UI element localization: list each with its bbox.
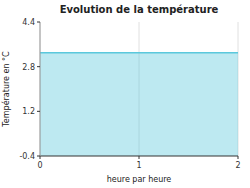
plot-area: [40, 53, 238, 156]
grid-line-x: [40, 22, 41, 156]
line: [40, 52, 238, 54]
y-tick-label: 4.4: [22, 18, 35, 27]
y-tick-label: 1.2: [22, 107, 35, 116]
chart: 0 1 2 -0.4 1.2 2.8 4.4 Evolution de la températ…: [0, 0, 250, 188]
y-tick: [37, 156, 40, 157]
y-tick-label: 2.8: [22, 63, 35, 72]
x-tick-label: 0: [37, 161, 42, 170]
x-tick-label: 2: [235, 161, 240, 170]
chart-container: 0 1 2 -0.4 1.2 2.8 4.4 Evolution de la températ…: [0, 0, 250, 188]
x-tick: [139, 156, 140, 159]
y-tick: [37, 111, 40, 112]
title: Evolution de la température: [60, 4, 219, 15]
area: [40, 53, 238, 156]
y-axis-label: Température en °C: [1, 51, 11, 128]
y-tick: [37, 22, 40, 23]
x-tick-label: 1: [136, 161, 141, 170]
x-axis-label: heure par heure: [107, 175, 172, 184]
y-tick: [37, 66, 40, 67]
y-axis-line: [40, 22, 41, 156]
y-tick-label: -0.4: [19, 152, 35, 161]
x-tick: [238, 156, 239, 159]
